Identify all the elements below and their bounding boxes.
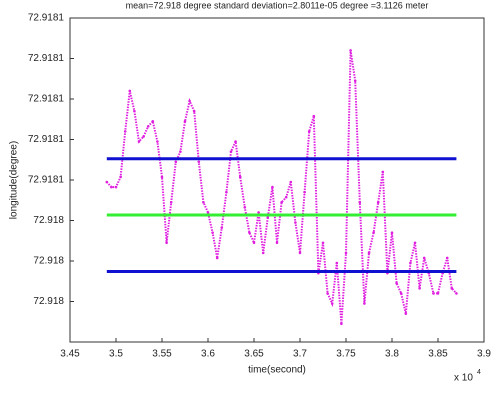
data-point — [395, 281, 398, 285]
data-point — [367, 251, 371, 255]
data-point — [234, 140, 237, 143]
data-point — [220, 226, 224, 229]
data-point — [248, 231, 251, 234]
x-tick-label: 3.85 — [428, 349, 448, 360]
data-line — [106, 50, 458, 324]
data-point — [450, 287, 454, 290]
data-point — [307, 130, 311, 133]
data-point — [225, 190, 228, 194]
data-point — [257, 211, 260, 214]
data-point — [271, 185, 274, 189]
data-point — [381, 170, 385, 174]
data-point — [146, 125, 150, 128]
data-point — [330, 302, 334, 305]
data-point — [238, 175, 242, 179]
plot-area — [69, 17, 485, 343]
data-point — [197, 160, 201, 164]
x-tick-label: 3.5 — [109, 349, 123, 360]
data-point — [298, 251, 302, 255]
data-point — [192, 109, 196, 113]
data-point — [105, 180, 109, 184]
y-tick-label: 72.9181 — [28, 53, 65, 64]
x-tick-label: 3.65 — [244, 349, 264, 360]
data-point — [358, 200, 362, 204]
data-point — [160, 175, 164, 179]
data-point — [418, 287, 421, 290]
data-point — [376, 200, 380, 204]
data-point — [266, 216, 270, 219]
data-point — [188, 99, 191, 103]
data-point — [280, 200, 283, 204]
data-point — [422, 256, 426, 260]
data-point — [165, 241, 168, 245]
data-point — [445, 256, 449, 260]
data-point — [326, 292, 329, 295]
data-point — [289, 180, 293, 184]
data-point — [344, 251, 348, 255]
data-point — [409, 261, 412, 265]
data-point — [321, 241, 325, 245]
data-point — [335, 261, 339, 265]
x-tick-label: 3.8 — [385, 349, 399, 360]
data-point — [284, 195, 288, 199]
y-tick-label: 72.918 — [33, 215, 64, 226]
x-axis-label: time(second) — [248, 365, 306, 376]
data-point — [110, 185, 113, 189]
data-point — [206, 211, 210, 214]
data-point — [123, 130, 127, 133]
data-point — [156, 140, 159, 143]
y-tick-label: 72.9181 — [28, 94, 65, 105]
data-point — [183, 119, 187, 123]
y-tick-label: 72.9181 — [28, 13, 65, 24]
data-point — [455, 292, 458, 295]
data-point — [432, 292, 435, 295]
x-tick-label: 3.45 — [60, 349, 80, 360]
data-point — [119, 175, 122, 179]
data-point — [211, 231, 214, 234]
x-tick-label: 3.6 — [201, 349, 215, 360]
data-point — [202, 200, 205, 204]
x-tick-label: 3.75 — [336, 349, 356, 360]
x-multiplier-exponent: 4 — [477, 369, 481, 376]
x-tick-label: 3.55 — [152, 349, 172, 360]
data-point — [229, 150, 233, 153]
data-point — [114, 185, 118, 189]
data-point — [137, 140, 141, 143]
y-axis-label: longitude(degree) — [9, 141, 20, 219]
data-point — [133, 109, 136, 113]
y-tick-label: 72.918 — [33, 256, 64, 267]
data-point — [215, 256, 219, 260]
data-point — [169, 200, 173, 204]
data-point — [340, 322, 343, 326]
x-tick-label: 3.9 — [477, 349, 491, 360]
data-point — [128, 89, 132, 93]
data-point — [252, 241, 256, 245]
y-tick-label: 72.918 — [33, 296, 64, 307]
data-point — [151, 119, 155, 123]
data-point — [294, 221, 297, 224]
data-point — [353, 79, 357, 83]
x-multiplier: x 10 — [454, 373, 473, 384]
data-point — [372, 231, 375, 234]
data-point — [413, 241, 417, 245]
data-point — [243, 206, 247, 209]
data-point — [399, 292, 403, 295]
data-point — [312, 114, 316, 118]
data-point — [436, 292, 440, 295]
x-tick-label: 3.7 — [293, 349, 307, 360]
data-point — [261, 251, 265, 255]
y-tick-label: 72.9181 — [28, 175, 65, 186]
data-point — [404, 312, 408, 315]
data-point — [390, 231, 394, 234]
data-point — [142, 135, 145, 138]
data-point — [179, 150, 182, 153]
chart-title: mean=72.918 degree standard deviation=2.… — [126, 0, 429, 10]
data-point — [349, 49, 352, 52]
data-point — [303, 190, 306, 194]
data-point — [363, 302, 366, 305]
data-point — [275, 241, 279, 245]
y-tick-label: 72.9181 — [28, 134, 65, 145]
data-point — [174, 160, 178, 164]
